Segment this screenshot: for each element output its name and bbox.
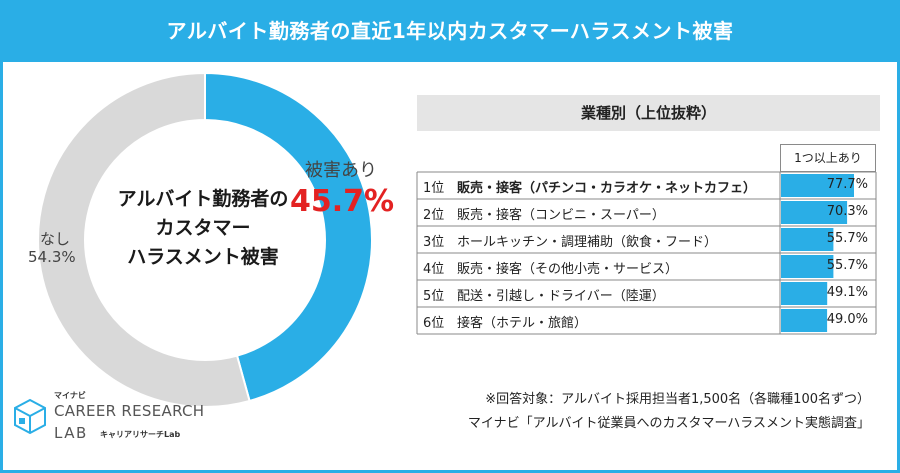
slice-value-none: 54.3% xyxy=(28,248,76,266)
footnote-source: マイナビ「アルバイト従業員へのカスタマーハラスメント実態調査」 xyxy=(467,416,870,431)
row-category-label: 配送・引越し・ドライバー（陸運） xyxy=(457,289,665,304)
bar xyxy=(781,228,834,251)
bar-value-label: 49.1% xyxy=(826,285,868,300)
row-category-label: ホールキッチン・調理補助（飲食・フード） xyxy=(457,235,718,250)
bar-value-label: 55.7% xyxy=(826,258,868,273)
column-header: 1つ以上あり xyxy=(780,144,876,172)
row-rank: 5位 xyxy=(423,289,445,304)
donut-center-line: アルバイト勤務者の xyxy=(117,188,289,210)
logo-brand-kana: キャリアリサーチLab xyxy=(100,430,181,439)
row-rank: 4位 xyxy=(423,262,445,277)
logo-brand-small: マイナビ xyxy=(54,391,86,400)
row-rank: 3位 xyxy=(423,235,445,250)
bar xyxy=(781,201,848,224)
bar-value-label: 55.7% xyxy=(826,231,868,246)
donut-center-line: ハラスメント被害 xyxy=(127,246,279,268)
table-header: 業種別（上位抜粋） xyxy=(417,95,880,131)
brand-logo: マイナビ CAREER RESEARCH LAB キャリアリサーチLab xyxy=(12,390,222,460)
logo-brand-lab: LAB xyxy=(54,424,88,442)
cube-logo-icon xyxy=(14,398,46,435)
donut-center-line: カスタマー xyxy=(155,217,251,239)
row-rank: 1位 xyxy=(423,181,445,196)
title-bar xyxy=(0,0,900,62)
footnote-respondents: ※回答対象：アルバイト採用担当者1,500名（各職種100名ずつ） xyxy=(485,392,870,407)
bar xyxy=(781,174,854,197)
donut-center-label: アルバイト勤務者の カスタマー ハラスメント被害 xyxy=(88,185,318,272)
row-rank: 6位 xyxy=(423,316,445,331)
bar xyxy=(781,282,828,305)
chart-title: アルバイト勤務者の直近1年以内カスタマーハラスメント被害 xyxy=(166,19,734,43)
row-category-label: 接客（ホテル・旅館） xyxy=(457,316,588,331)
bar-value-label: 77.7% xyxy=(826,177,868,192)
row-category-label: 販売・接客（コンビニ・スーパー） xyxy=(457,208,665,223)
bar-value-label: 70.3% xyxy=(826,204,868,219)
footnote: ※回答対象：アルバイト採用担当者1,500名（各職種100名ずつ） マイナビ「ア… xyxy=(468,388,870,436)
slice-label-damage: 被害あり xyxy=(305,160,377,181)
bar-value-label: 49.0% xyxy=(826,312,868,327)
logo-brand-main: CAREER RESEARCH xyxy=(54,402,205,420)
row-rank: 2位 xyxy=(423,208,445,223)
bar xyxy=(781,255,834,278)
slice-value-damage: 45.7% xyxy=(290,184,395,219)
row-category-label: 販売・接客（パチンコ・カラオケ・ネットカフェ） xyxy=(457,181,757,196)
donut-slice-damage xyxy=(204,71,373,403)
row-category-label: 販売・接客（その他小売・サービス） xyxy=(457,262,679,277)
slice-label-none: なし xyxy=(40,230,71,248)
donut-slice-none xyxy=(37,71,251,408)
bar xyxy=(781,309,828,332)
